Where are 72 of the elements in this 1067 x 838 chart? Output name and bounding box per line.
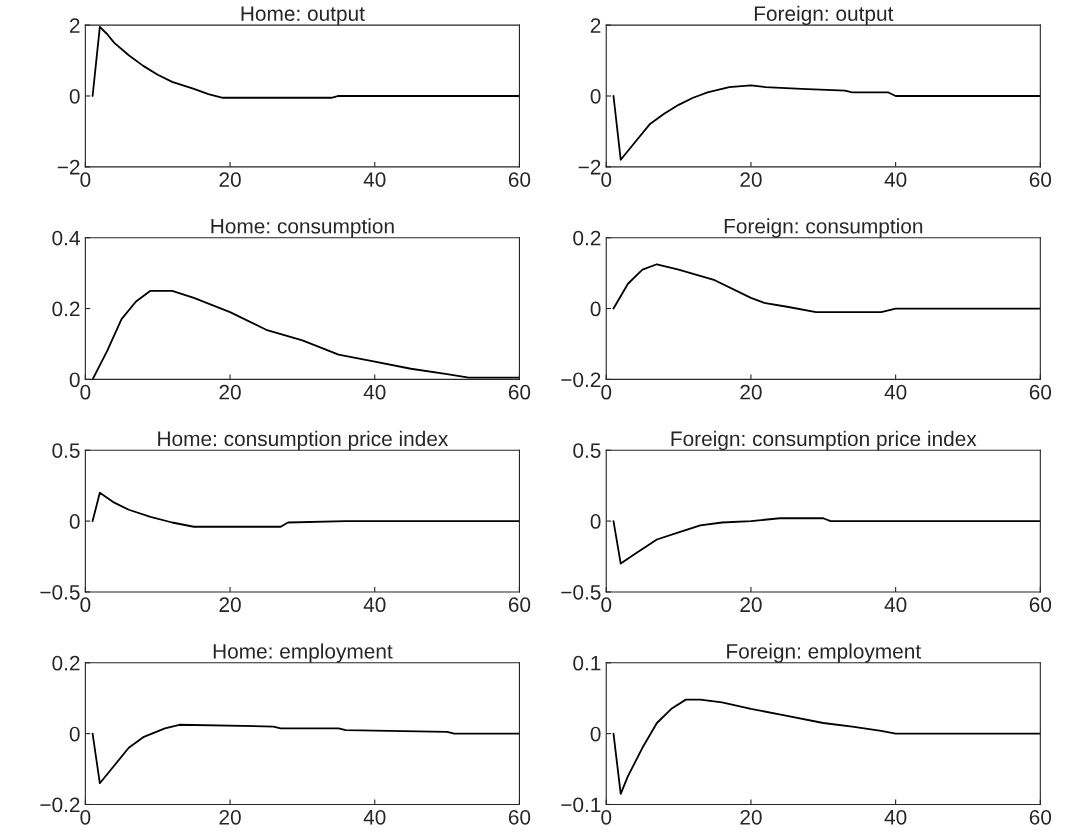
- x-tick-label: 0: [80, 809, 91, 825]
- x-tick-label: 60: [1029, 172, 1052, 187]
- x-tick-label: 40: [363, 384, 386, 400]
- x-tick-label: 60: [1029, 809, 1052, 825]
- x-tick-label: 20: [740, 172, 762, 187]
- x-tick-label: 60: [508, 384, 531, 400]
- y-tick-label: 2: [590, 18, 601, 33]
- line-series: [612, 263, 1041, 313]
- x-tick-label: 0: [601, 597, 612, 613]
- x-tick-label: 60: [508, 597, 531, 613]
- chart-title: Foreign: employment: [727, 643, 921, 663]
- x-tick-label: 40: [884, 172, 907, 187]
- y-tick-label: 0: [590, 301, 601, 317]
- y-tick-label: 0: [69, 514, 80, 529]
- x-tick-label: 20: [740, 809, 762, 825]
- chart-title: Foreign: consumption: [724, 218, 923, 238]
- line-series: [612, 698, 1041, 795]
- x-tick-label: 40: [884, 384, 907, 400]
- x-tick-label: 20: [219, 809, 241, 825]
- x-tick-label: 40: [884, 809, 907, 825]
- x-tick-label: 20: [740, 597, 762, 613]
- x-tick-label: 60: [508, 809, 531, 825]
- x-tick-label: 20: [219, 384, 241, 400]
- x-tick-label: 20: [219, 172, 241, 187]
- chart-title: Foreign: output: [754, 5, 894, 26]
- chart-title: Home: consumption: [211, 218, 394, 238]
- x-tick-label: 0: [601, 384, 612, 400]
- y-tick-label: −0.5: [40, 584, 80, 600]
- x-tick-label: 0: [80, 384, 91, 400]
- line-series: [612, 84, 1041, 161]
- x-tick-label: 40: [363, 809, 386, 825]
- y-tick-label: 0.1: [573, 655, 601, 671]
- x-tick-label: 60: [508, 172, 531, 187]
- line-series: [91, 26, 520, 99]
- line-series: [91, 289, 520, 380]
- x-tick-label: 0: [601, 809, 612, 825]
- chart-title: Home: employment: [213, 643, 393, 663]
- x-tick-label: 20: [740, 384, 762, 400]
- y-tick-label: 0.2: [52, 655, 80, 671]
- y-tick-label: 0: [69, 88, 80, 104]
- x-tick-label: 0: [601, 172, 612, 187]
- y-tick-label: 0: [590, 514, 601, 529]
- y-tick-label: 0.5: [573, 443, 601, 458]
- x-tick-label: 40: [363, 597, 386, 613]
- y-tick-label: 0: [590, 726, 601, 742]
- y-tick-label: −0.2: [40, 797, 80, 813]
- chart-title: Foreign: consumption price index: [671, 430, 977, 451]
- y-tick-label: −2: [578, 159, 601, 175]
- y-tick-label: 2: [69, 18, 80, 33]
- y-tick-label: −0.1: [561, 797, 601, 813]
- y-tick-label: −0.2: [561, 372, 601, 388]
- y-tick-label: 0: [69, 726, 80, 742]
- y-tick-label: 0: [69, 372, 80, 388]
- line-series: [91, 491, 520, 528]
- y-tick-label: 0.4: [52, 230, 80, 246]
- chart-title: Home: consumption price index: [158, 430, 449, 451]
- x-tick-label: 20: [219, 597, 241, 613]
- y-tick-label: −2: [57, 159, 80, 175]
- y-tick-label: 0.5: [52, 443, 80, 458]
- x-tick-label: 60: [1029, 384, 1052, 400]
- x-tick-label: 0: [80, 172, 91, 187]
- x-tick-label: 40: [363, 172, 386, 187]
- line-series: [612, 517, 1041, 565]
- x-tick-label: 40: [884, 597, 907, 613]
- y-tick-label: 0.2: [573, 230, 601, 246]
- y-tick-label: −0.5: [561, 584, 601, 600]
- y-tick-label: 0: [590, 88, 601, 104]
- x-tick-label: 0: [80, 597, 91, 613]
- x-tick-label: 60: [1029, 597, 1052, 613]
- chart-title: Home: output: [241, 6, 365, 26]
- line-series: [91, 723, 520, 785]
- y-tick-label: 0.2: [52, 301, 80, 317]
